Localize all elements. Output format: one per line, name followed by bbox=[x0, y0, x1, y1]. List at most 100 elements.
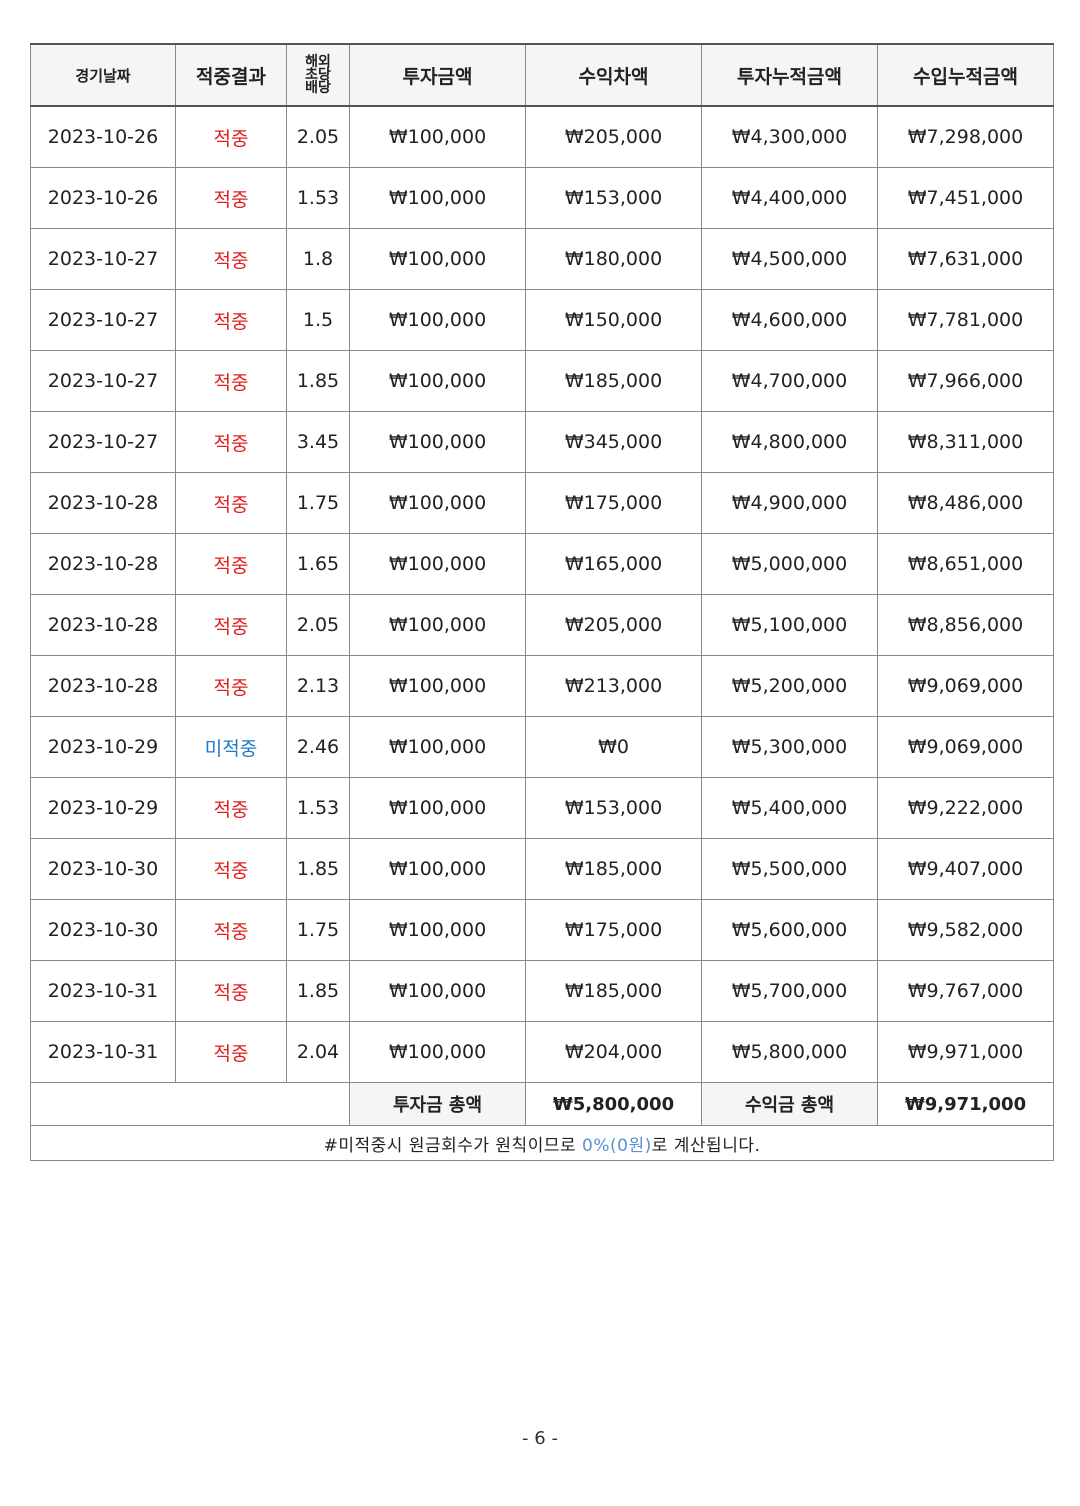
table-row: 2023-10-26 적중 2.05 ₩100,000 ₩205,000 ₩4,300,0… bbox=[30, 105, 1054, 168]
table-row: 2023-10-27 적중 1.85 ₩100,000 ₩185,000 ₩4,700,0… bbox=[30, 350, 1054, 412]
cell-result: 적중 bbox=[175, 838, 287, 900]
cell-profit: ₩175,000 bbox=[525, 472, 702, 534]
cell-income-cum: ₩9,767,000 bbox=[877, 960, 1054, 1022]
cell-result: 적중 bbox=[175, 899, 287, 961]
cell-odds: 2.46 bbox=[286, 716, 350, 778]
cell-profit: ₩185,000 bbox=[525, 960, 702, 1022]
cell-result: 적중 bbox=[175, 167, 287, 229]
cell-result: 적중 bbox=[175, 533, 287, 595]
cell-date: 2023-10-28 bbox=[30, 655, 176, 717]
cell-odds: 1.75 bbox=[286, 472, 350, 534]
total-invest-value: ₩5,800,000 bbox=[525, 1082, 702, 1126]
cell-profit: ₩213,000 bbox=[525, 655, 702, 717]
cell-result: 적중 bbox=[175, 594, 287, 656]
total-income-value: ₩9,971,000 bbox=[877, 1082, 1054, 1126]
cell-profit: ₩165,000 bbox=[525, 533, 702, 595]
cell-result: 적중 bbox=[175, 472, 287, 534]
cell-profit: ₩205,000 bbox=[525, 594, 702, 656]
cell-invest-cum: ₩4,500,000 bbox=[701, 228, 878, 290]
cell-income-cum: ₩7,631,000 bbox=[877, 228, 1054, 290]
table-row: 2023-10-30 적중 1.75 ₩100,000 ₩175,000 ₩5,600,0… bbox=[30, 899, 1054, 961]
cell-invest: ₩100,000 bbox=[349, 960, 526, 1022]
header-result: 적중결과 bbox=[175, 43, 287, 107]
cell-date: 2023-10-30 bbox=[30, 838, 176, 900]
cell-profit: ₩175,000 bbox=[525, 899, 702, 961]
cell-date: 2023-10-28 bbox=[30, 594, 176, 656]
cell-result: 적중 bbox=[175, 960, 287, 1022]
cell-result: 적중 bbox=[175, 1021, 287, 1083]
total-income-label: 수익금 총액 bbox=[701, 1082, 878, 1126]
cell-date: 2023-10-28 bbox=[30, 472, 176, 534]
cell-result: 적중 bbox=[175, 228, 287, 290]
cell-date: 2023-10-27 bbox=[30, 228, 176, 290]
totals-row: 투자금 총액 ₩5,800,000 수익금 총액 ₩9,971,000 bbox=[30, 1082, 1054, 1126]
cell-invest: ₩100,000 bbox=[349, 533, 526, 595]
cell-date: 2023-10-31 bbox=[30, 960, 176, 1022]
header-invest-cum: 투자누적금액 bbox=[701, 43, 878, 107]
cell-invest: ₩100,000 bbox=[349, 716, 526, 778]
header-odds: 해외 초당 배당 bbox=[286, 43, 350, 107]
table-row: 2023-10-26 적중 1.53 ₩100,000 ₩153,000 ₩4,400,0… bbox=[30, 167, 1054, 229]
header-invest: 투자금액 bbox=[349, 43, 526, 107]
cell-income-cum: ₩8,311,000 bbox=[877, 411, 1054, 473]
cell-date: 2023-10-26 bbox=[30, 105, 176, 168]
cell-income-cum: ₩8,856,000 bbox=[877, 594, 1054, 656]
cell-invest-cum: ₩4,300,000 bbox=[701, 105, 878, 168]
cell-invest-cum: ₩5,400,000 bbox=[701, 777, 878, 839]
cell-income-cum: ₩9,069,000 bbox=[877, 716, 1054, 778]
cell-income-cum: ₩9,407,000 bbox=[877, 838, 1054, 900]
cell-odds: 2.04 bbox=[286, 1021, 350, 1083]
cell-odds: 1.85 bbox=[286, 350, 350, 412]
note-row: #미적중시 원금회수가 원칙이므로 0%(0원)로 계산됩니다. bbox=[30, 1125, 1054, 1161]
cell-invest-cum: ₩5,200,000 bbox=[701, 655, 878, 717]
cell-income-cum: ₩7,781,000 bbox=[877, 289, 1054, 351]
cell-invest-cum: ₩4,800,000 bbox=[701, 411, 878, 473]
cell-invest-cum: ₩5,500,000 bbox=[701, 838, 878, 900]
cell-result: 미적중 bbox=[175, 716, 287, 778]
cell-invest: ₩100,000 bbox=[349, 411, 526, 473]
header-profit: 수익차액 bbox=[525, 43, 702, 107]
note-highlight: 0%(0원) bbox=[582, 1135, 652, 1156]
cell-date: 2023-10-29 bbox=[30, 777, 176, 839]
cell-income-cum: ₩7,451,000 bbox=[877, 167, 1054, 229]
cell-profit: ₩153,000 bbox=[525, 777, 702, 839]
cell-invest: ₩100,000 bbox=[349, 838, 526, 900]
cell-income-cum: ₩7,298,000 bbox=[877, 105, 1054, 168]
table-header-row: 경기날짜 적중결과 해외 초당 배당 투자금액 수익차액 투자누적금액 수입누적… bbox=[30, 43, 1054, 107]
cell-income-cum: ₩9,222,000 bbox=[877, 777, 1054, 839]
cell-odds: 2.05 bbox=[286, 594, 350, 656]
table-row: 2023-10-31 적중 2.04 ₩100,000 ₩204,000 ₩5,800,0… bbox=[30, 1021, 1054, 1083]
table-body: 2023-10-26 적중 2.05 ₩100,000 ₩205,000 ₩4,300,0… bbox=[30, 105, 1054, 1083]
cell-profit: ₩185,000 bbox=[525, 350, 702, 412]
cell-odds: 1.75 bbox=[286, 899, 350, 961]
cell-invest: ₩100,000 bbox=[349, 1021, 526, 1083]
cell-profit: ₩345,000 bbox=[525, 411, 702, 473]
header-odds-line2: 초당 bbox=[305, 66, 331, 83]
cell-invest: ₩100,000 bbox=[349, 167, 526, 229]
header-income-cum: 수입누적금액 bbox=[877, 43, 1054, 107]
cell-result: 적중 bbox=[175, 411, 287, 473]
header-odds-line3: 배당 bbox=[305, 79, 331, 96]
note-cell: #미적중시 원금회수가 원칙이므로 0%(0원)로 계산됩니다. bbox=[30, 1125, 1054, 1161]
cell-odds: 2.05 bbox=[286, 105, 350, 168]
cell-odds: 1.85 bbox=[286, 838, 350, 900]
table-row: 2023-10-28 적중 2.05 ₩100,000 ₩205,000 ₩5,100,0… bbox=[30, 594, 1054, 656]
cell-income-cum: ₩8,486,000 bbox=[877, 472, 1054, 534]
cell-invest-cum: ₩4,600,000 bbox=[701, 289, 878, 351]
cell-invest: ₩100,000 bbox=[349, 655, 526, 717]
table-row: 2023-10-30 적중 1.85 ₩100,000 ₩185,000 ₩5,500,0… bbox=[30, 838, 1054, 900]
table-row: 2023-10-27 적중 1.8 ₩100,000 ₩180,000 ₩4,500,00… bbox=[30, 228, 1054, 290]
cell-income-cum: ₩7,966,000 bbox=[877, 350, 1054, 412]
table-row: 2023-10-28 적중 1.65 ₩100,000 ₩165,000 ₩5,000,0… bbox=[30, 533, 1054, 595]
cell-invest-cum: ₩4,700,000 bbox=[701, 350, 878, 412]
cell-result: 적중 bbox=[175, 350, 287, 412]
total-invest-label: 투자금 총액 bbox=[349, 1082, 526, 1126]
header-date: 경기날짜 bbox=[30, 43, 176, 107]
header-odds-line1: 해외 bbox=[305, 53, 331, 70]
cell-odds: 1.8 bbox=[286, 228, 350, 290]
cell-date: 2023-10-26 bbox=[30, 167, 176, 229]
table-row: 2023-10-29 미적중 2.46 ₩100,000 ₩0 ₩5,300,000 ₩9,… bbox=[30, 716, 1054, 778]
betting-results-table: 경기날짜 적중결과 해외 초당 배당 투자금액 수익차액 투자누적금액 수입누적… bbox=[30, 43, 1054, 1161]
note-suffix: 로 계산됩니다. bbox=[651, 1135, 761, 1156]
cell-invest: ₩100,000 bbox=[349, 105, 526, 168]
